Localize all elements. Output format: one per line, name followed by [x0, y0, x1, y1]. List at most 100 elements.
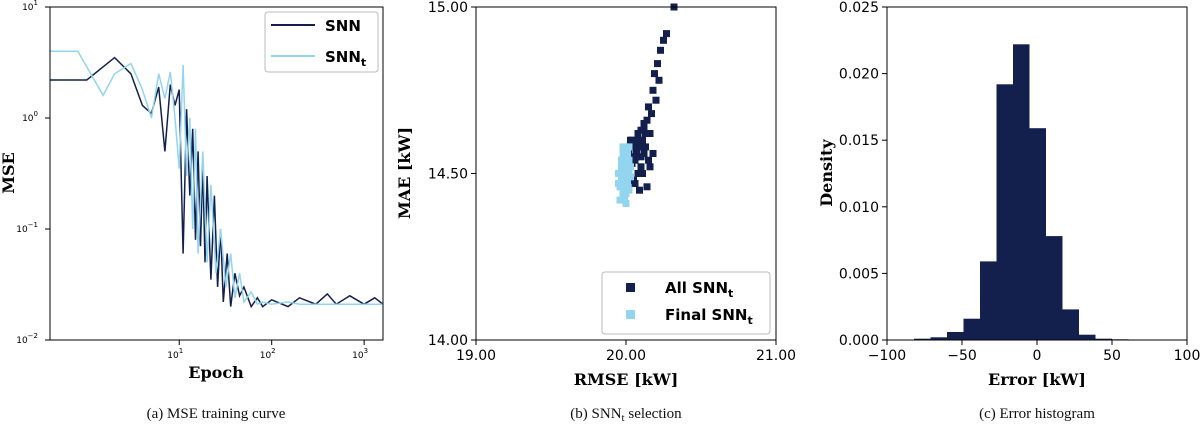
scatter-point-all	[633, 153, 640, 161]
selection-xtick-label-0: 19.00	[456, 348, 496, 364]
scatter-point-final	[622, 200, 630, 207]
scatter-point-all	[655, 76, 663, 84]
caption-c: (c) Error histogram	[979, 406, 1095, 422]
selection-ytick-label-0: 14.00	[428, 333, 468, 349]
selection-ylabel: MAE [kW]	[395, 127, 414, 219]
scatter-point-all	[637, 153, 645, 161]
mse-series-snnt	[50, 50, 383, 306]
scatter-point-final	[624, 180, 631, 187]
histogram-ytick-label-1: 0.005	[839, 266, 879, 282]
selection-ytick-label-1: 14.50	[428, 167, 468, 183]
histogram-bar	[1095, 338, 1112, 340]
legend-marker-final	[626, 310, 635, 319]
histogram-plot-area	[914, 44, 1145, 341]
scatter-point-all	[649, 150, 657, 157]
histogram-bar	[996, 84, 1013, 340]
histogram-xtick-label-0: −100	[868, 348, 906, 364]
scatter-point-all	[663, 30, 670, 38]
scatter-point-final	[619, 143, 627, 151]
mse-ytick-label-3: 101	[22, 0, 38, 13]
scatter-point-final	[621, 193, 628, 201]
mse-plot-area	[50, 50, 384, 309]
scatter-point-all	[636, 186, 643, 194]
scatter-point-all	[631, 180, 639, 187]
scatter-point-all	[646, 130, 654, 137]
mse-ylabel: MSE	[0, 152, 18, 193]
selection-legend-box	[601, 271, 771, 335]
histogram-xtick-label-4: 100	[1174, 348, 1200, 364]
selection-legend: All SNNt Final SNNt	[601, 271, 771, 335]
histogram-ytick-label-4: 0.020	[839, 67, 879, 83]
scatter-point-all	[634, 136, 642, 144]
selection-ticks: 19.00 20.00 21.00 14.00 14.50 15.00	[428, 0, 796, 364]
histogram-ytick-label-5: 0.025	[839, 0, 879, 16]
legend-label-snnt: SNNt	[325, 48, 366, 69]
scatter-point-all	[654, 60, 661, 68]
histogram-bar	[1046, 236, 1063, 340]
scatter-point-final	[627, 173, 634, 181]
panel-snnt-selection: 19.00 20.00 21.00 14.00 14.50 15.00 RMSE [kW]…	[395, 0, 796, 389]
mse-xtick-label-0: 101	[167, 347, 183, 361]
mse-xlabel: Epoch	[188, 363, 244, 382]
legend-marker-all	[626, 283, 635, 292]
scatter-point-all	[643, 183, 651, 191]
mse-xtick-label-1: 102	[260, 347, 276, 361]
scatter-point-all	[651, 70, 658, 78]
scatter-point-all	[642, 130, 649, 137]
selection-xtick-label-1: 20.00	[606, 348, 646, 364]
scatter-point-all	[634, 170, 642, 177]
scatter-point-all	[640, 123, 648, 131]
histogram-xtick-label-3: 50	[1103, 348, 1121, 364]
mse-ticks: 101 102 103 10−2 10−1 100 101	[16, 0, 368, 361]
panel-mse-training: 101 102 103 10−2 10−1 100 101 Epoch MSE SNN SN…	[0, 0, 384, 382]
histogram-ytick-label-2: 0.010	[839, 200, 879, 216]
scatter-point-final	[619, 150, 627, 157]
scatter-point-all	[660, 36, 667, 44]
mse-ytick-label-1: 10−1	[16, 221, 38, 235]
histogram-ticks: −100 −50 0 50 100 0.000 0.005 0.010 0.015 0.020 0.…	[839, 0, 1200, 364]
legend-label-final: Final SNNt	[665, 306, 753, 327]
caption-b: (b) SNNt selection	[570, 406, 682, 424]
scatter-point-all	[634, 130, 642, 137]
panel-error-histogram: −100 −50 0 50 100 0.000 0.005 0.010 0.015 0.020 0.…	[817, 0, 1200, 389]
scatter-point-final	[625, 143, 633, 151]
scatter-point-final	[615, 180, 622, 187]
histogram-xtick-label-1: −50	[947, 348, 977, 364]
scatter-point-final	[627, 163, 634, 171]
histogram-ytick-label-3: 0.015	[839, 133, 879, 149]
scatter-point-all	[639, 136, 646, 144]
histogram-ylabel: Density	[817, 139, 836, 207]
caption-a: (a) MSE training curve	[147, 406, 286, 422]
scatter-point-all	[648, 110, 655, 118]
scatter-point-all	[639, 170, 646, 177]
mse-ytick-label-2: 100	[22, 110, 38, 124]
histogram-bar	[1062, 309, 1079, 340]
histogram-bar	[914, 338, 931, 340]
scatter-point-all	[649, 86, 657, 94]
selection-xlabel: RMSE [kW]	[574, 370, 679, 389]
selection-plot-area	[615, 3, 678, 207]
scatter-point-all	[652, 96, 660, 104]
mse-xtick-label-2: 103	[352, 347, 368, 361]
selection-xtick-label-2: 21.00	[756, 348, 796, 364]
scatter-point-final	[625, 156, 633, 164]
scatter-point-final	[616, 196, 624, 204]
scatter-point-final	[618, 170, 625, 177]
scatter-point-all	[657, 46, 664, 54]
mse-series-snn	[50, 56, 384, 309]
histogram-bar	[963, 318, 980, 340]
mse-axes-frame	[49, 6, 384, 341]
histogram-bar	[1079, 334, 1096, 340]
scatter-point-all	[645, 156, 652, 164]
legend-label-all: All SNNt	[665, 279, 733, 300]
histogram-bar	[930, 337, 947, 340]
histogram-xtick-label-2: 0	[1033, 348, 1042, 364]
legend-label-snn: SNN	[325, 17, 361, 35]
selection-ytick-label-2: 15.00	[428, 0, 468, 16]
scatter-point-final	[618, 163, 625, 171]
mse-legend: SNN SNNt	[264, 11, 379, 73]
histogram-bar	[1013, 44, 1030, 341]
histogram-xlabel: Error [kW]	[988, 370, 1086, 389]
scatter-point-all	[630, 143, 637, 151]
